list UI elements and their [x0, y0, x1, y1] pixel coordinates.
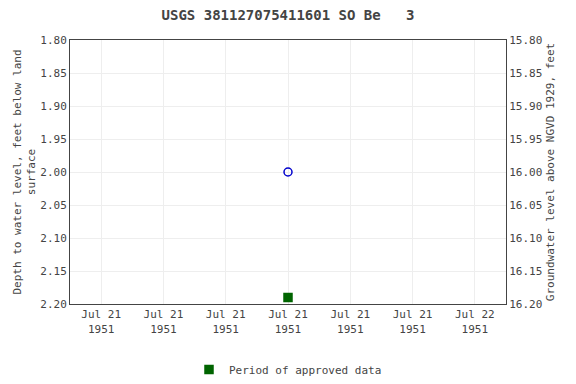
svg-text:USGS 381127075411601 SO Be 3: USGS 381127075411601 SO Be 3: [162, 7, 415, 23]
svg-text:Jul 211951: Jul 211951: [144, 308, 184, 335]
svg-text:15.80: 15.80: [509, 34, 542, 47]
svg-text:2.00: 2.00: [40, 166, 67, 179]
svg-text:15.90: 15.90: [509, 100, 542, 113]
svg-text:15.95: 15.95: [509, 133, 542, 146]
svg-text:Period of approved data: Period of approved data: [229, 364, 381, 377]
svg-text:1.95: 1.95: [40, 133, 67, 146]
svg-text:Depth to water level, feet bel: Depth to water level, feet below landsur…: [11, 49, 38, 294]
svg-text:16.10: 16.10: [509, 232, 542, 245]
svg-text:Groundwater level above NGVD 1: Groundwater level above NGVD 1929, feet: [544, 43, 557, 301]
svg-text:1.85: 1.85: [40, 67, 67, 80]
svg-text:Jul 211951: Jul 211951: [268, 308, 308, 335]
svg-text:15.85: 15.85: [509, 67, 542, 80]
svg-text:2.05: 2.05: [40, 199, 67, 212]
svg-text:16.00: 16.00: [509, 166, 542, 179]
svg-text:2.20: 2.20: [40, 298, 67, 311]
svg-text:2.10: 2.10: [40, 232, 67, 245]
svg-text:Jul 211951: Jul 211951: [393, 308, 433, 335]
svg-text:Jul 211951: Jul 211951: [206, 308, 246, 335]
svg-text:Jul 221951: Jul 221951: [455, 308, 495, 335]
svg-text:16.20: 16.20: [509, 298, 542, 311]
svg-text:1.80: 1.80: [40, 34, 67, 47]
svg-text:Jul 211951: Jul 211951: [81, 308, 121, 335]
svg-text:16.15: 16.15: [509, 265, 542, 278]
svg-text:Jul 211951: Jul 211951: [330, 308, 370, 335]
svg-text:16.05: 16.05: [509, 199, 542, 212]
svg-text:2.15: 2.15: [40, 265, 67, 278]
svg-text:1.90: 1.90: [40, 100, 67, 113]
